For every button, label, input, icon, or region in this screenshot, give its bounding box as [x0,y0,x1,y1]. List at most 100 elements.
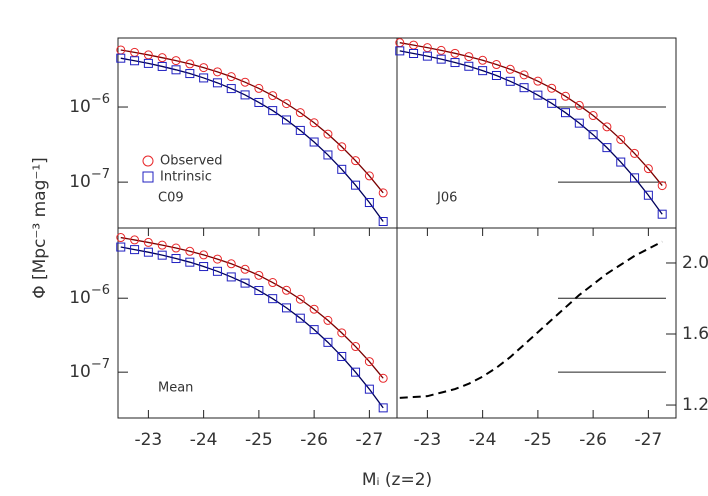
observed-point [616,134,626,144]
observed-point [116,233,126,243]
intrinsic-point [268,294,278,304]
x-tick-label: -23 [413,430,441,450]
fit-line [120,246,384,409]
observed-point [378,188,388,198]
y-tick-label: 10−7 [69,357,110,383]
intrinsic-point [505,76,515,86]
observed-point [185,59,195,69]
y-axis-label: Φ [Mpc⁻³ mag⁻¹] [30,157,50,299]
observed-point [226,259,236,269]
y2-tick-label: 1.6 [682,324,708,344]
observed-point [422,43,432,53]
legend-marker [142,171,154,183]
observed-point [491,60,501,70]
intrinsic-point [199,262,209,272]
intrinsic-point [422,51,432,61]
observed-point [588,111,598,121]
intrinsic-point [323,337,333,347]
intrinsic-point [282,115,292,125]
intrinsic-point [378,403,388,413]
y2-tick-label: 1.2 [682,395,708,415]
y-tick-base: 10 [69,172,91,192]
intrinsic-point [643,190,653,200]
y-tick-base: 10 [69,362,91,382]
x-tick-label: -24 [190,430,218,450]
legend-label: Observed [160,154,223,169]
observed-point [464,52,474,62]
y-tick-exponent: −7 [91,357,110,372]
y-tick-exponent: −6 [91,92,110,107]
intrinsic-point [351,367,361,377]
observed-point [171,243,181,253]
intrinsic-point [602,143,612,153]
x-tick-label: -25 [524,430,552,450]
ratio-line [399,240,663,399]
intrinsic-point [364,384,374,394]
observed-point [240,77,250,87]
intrinsic-point [351,180,361,190]
observed-point [505,64,515,74]
intrinsic-point [588,130,598,140]
intrinsic-point [630,173,640,183]
intrinsic-point [171,254,181,264]
legend-label: Intrinsic [160,170,212,185]
observed-point [212,67,222,77]
observed-point [240,264,250,274]
intrinsic-point [309,137,319,147]
intrinsic-point [519,83,529,93]
intrinsic-point [212,266,222,276]
intrinsic-point [185,69,195,79]
intrinsic-point [282,303,292,313]
panel-label: C09 [158,191,184,206]
intrinsic-point [295,313,305,323]
intrinsic-point [464,61,474,71]
observed-point [226,72,236,82]
intrinsic-point [436,54,446,64]
intrinsic-point [616,157,626,167]
observed-point [309,118,319,128]
x-axis-label: Mᵢ (z=2) [362,470,432,490]
y-tick-exponent: −6 [91,283,110,298]
y-tick-label: 10−7 [69,167,110,193]
observed-point [450,48,460,58]
observed-point [212,254,222,264]
intrinsic-point [130,56,140,66]
observed-point [351,156,361,166]
intrinsic-point [478,66,488,76]
intrinsic-point [547,98,557,108]
y2-tick-label: 2.0 [682,253,708,273]
y-tick-label: 10−6 [69,92,110,118]
observed-point [282,99,292,109]
observed-point [337,328,347,338]
intrinsic-point [533,90,543,100]
intrinsic-point [395,46,405,56]
x-tick-label: -27 [355,430,383,450]
intrinsic-point [240,90,250,100]
intrinsic-point [157,250,167,260]
intrinsic-point [143,247,153,257]
observed-point [519,70,529,80]
observed-point [185,246,195,256]
observed-point [657,181,667,191]
observed-point [378,373,388,383]
fit-line [120,57,384,222]
intrinsic-point [157,61,167,71]
observed-point [309,304,319,314]
observed-point [171,56,181,66]
intrinsic-point [323,150,333,160]
y-tick-base: 10 [69,288,91,308]
intrinsic-point [143,58,153,68]
intrinsic-point [574,118,584,128]
fit-line [399,42,663,187]
intrinsic-point [226,84,236,94]
observed-point [254,83,264,93]
intrinsic-point [295,125,305,135]
observed-point [337,142,347,152]
x-tick-label: -24 [469,430,497,450]
observed-point [323,129,333,139]
observed-point [199,250,209,260]
legend-marker [142,155,154,167]
observed-point [643,164,653,174]
observed-point [602,122,612,132]
observed-point [254,270,264,280]
